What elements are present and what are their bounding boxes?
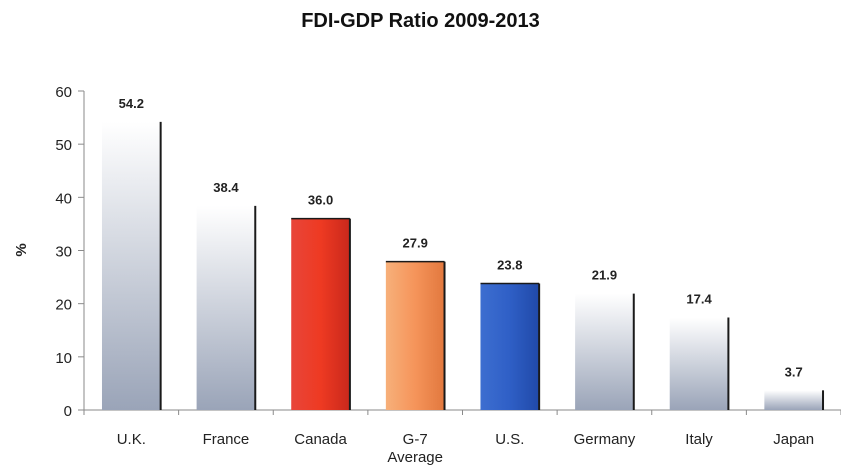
category-label-line: Japan (773, 431, 814, 448)
bar (101, 121, 161, 410)
y-tick-label: 30 (55, 244, 72, 261)
bar-value-label: 27.9 (403, 236, 428, 251)
category-label: Germany (574, 431, 636, 448)
category-label-line: Canada (294, 431, 347, 448)
bar-value-label: 38.4 (213, 180, 239, 195)
bar-value-label: 54.2 (119, 96, 144, 111)
y-tick-label: 40 (55, 190, 72, 207)
bars (101, 121, 825, 410)
category-label: Japan (773, 431, 814, 448)
category-label-line: Average (387, 449, 443, 466)
category-label: U.K. (117, 431, 146, 448)
chart-title: FDI-GDP Ratio 2009-2013 (301, 10, 540, 32)
y-axis-label: % (13, 243, 30, 256)
bar (291, 218, 350, 410)
category-label: Canada (294, 431, 347, 448)
bar (196, 205, 256, 410)
y-tick-label: 10 (55, 350, 72, 367)
category-label: France (203, 431, 250, 448)
category-label-line: Italy (685, 431, 713, 448)
category-label: G-7 Average (387, 431, 443, 466)
category-label-line: U.K. (117, 431, 146, 448)
category-label-line: Germany (574, 431, 636, 448)
y-tick-label: 50 (55, 137, 72, 154)
bar-value-label: 17.4 (686, 291, 712, 306)
bar-value-label: 21.9 (592, 268, 617, 283)
category-label-line: G-7 (403, 431, 428, 448)
bar-value-label: 3.7 (785, 364, 803, 379)
category-label: Italy (685, 431, 713, 448)
y-tick-label: 0 (64, 403, 72, 420)
y-axis: 0 10 20 30 40 50 60 (55, 84, 841, 420)
category-label-line: France (203, 431, 250, 448)
bar (764, 390, 824, 410)
bar (480, 283, 540, 410)
bar-value-label: 23.8 (497, 257, 522, 272)
category-labels: 54.2 U.K. 38.4 France 36.0 Canada 27.9 G-7 Avera… (117, 96, 814, 466)
bar (575, 293, 634, 410)
y-tick-label: 20 (55, 297, 72, 314)
bar-value-label: 36.0 (308, 193, 333, 208)
category-label-line: U.S. (495, 431, 524, 448)
y-tick-label: 60 (55, 84, 72, 101)
bar (385, 261, 445, 410)
category-label: U.S. (495, 431, 524, 448)
bar (669, 317, 729, 410)
